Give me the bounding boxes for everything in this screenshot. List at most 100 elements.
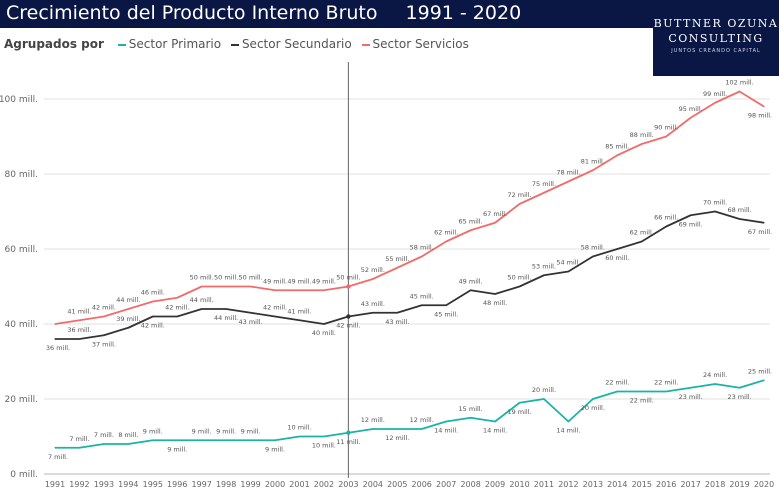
data-label-secundario: 43 mill. — [239, 318, 263, 326]
data-label-primario: 10 mill. — [287, 424, 311, 432]
data-label-servicios: 52 mill. — [361, 266, 385, 274]
company-logo: BUTTNER OZUNA CONSULTING JUNTOS CREANDO … — [653, 0, 779, 76]
legend-item-primario[interactable]: Sector Primario — [117, 37, 222, 51]
x-tick-label: 2010 — [509, 480, 529, 489]
legend-item-secundario[interactable]: Sector Secundario — [230, 37, 352, 51]
data-point-secundario — [201, 308, 203, 310]
data-point-secundario — [225, 308, 227, 310]
data-point-primario — [201, 439, 203, 441]
data-point-secundario — [665, 225, 667, 228]
data-label-primario: 14 mill. — [556, 427, 580, 435]
legend-label-servicios: Sector Servicios — [372, 37, 469, 51]
data-label-primario: 9 mill. — [167, 445, 187, 453]
legend-label-primario: Sector Primario — [128, 37, 222, 51]
data-label-primario: 12 mill. — [410, 416, 434, 424]
data-point-servicios — [323, 289, 325, 291]
data-label-servicios: 102 mill. — [725, 79, 753, 87]
data-label-secundario: 58 mill. — [581, 244, 605, 252]
y-tick-label: 0 mill. — [10, 470, 38, 480]
x-tick-label: 2017 — [680, 480, 700, 489]
data-point-primario — [494, 420, 496, 423]
data-point-servicios — [763, 105, 765, 108]
data-point-servicios — [421, 255, 423, 258]
data-point-secundario — [763, 222, 765, 224]
data-point-servicios — [738, 90, 741, 93]
data-label-primario: 7 mill. — [94, 431, 114, 439]
x-tick-label: 2008 — [460, 480, 480, 489]
data-point-secundario — [518, 285, 521, 288]
y-tick-label: 100 mill. — [0, 95, 38, 105]
data-label-servicios: 50 mill. — [336, 274, 360, 282]
data-point-secundario — [494, 293, 496, 295]
legend-swatch-primario — [117, 43, 126, 46]
data-point-primario — [78, 447, 81, 449]
legend-item-servicios[interactable]: Sector Servicios — [361, 37, 469, 51]
data-label-secundario: 44 mill. — [214, 314, 238, 322]
data-point-servicios — [225, 285, 227, 288]
data-label-servicios: 55 mill. — [385, 255, 409, 263]
x-tick-label: 1998 — [216, 480, 236, 489]
data-label-secundario: 42 mill. — [336, 322, 360, 330]
chart-legend: Agrupados por Sector Primario Sector Sec… — [4, 37, 469, 51]
x-tick-label: 2016 — [656, 480, 676, 489]
x-tick-label: 2018 — [705, 480, 725, 489]
data-point-servicios — [103, 315, 105, 318]
data-label-servicios: 46 mill. — [141, 289, 165, 297]
data-point-secundario — [176, 315, 178, 318]
data-label-secundario: 36 mill. — [46, 344, 70, 352]
data-label-secundario: 69 mill. — [679, 220, 703, 228]
data-label-secundario: 37 mill. — [92, 340, 116, 348]
data-point-servicios — [346, 284, 351, 289]
data-point-servicios — [592, 169, 594, 171]
data-point-servicios — [396, 267, 398, 269]
data-point-primario — [714, 383, 716, 385]
x-tick-label: 1993 — [94, 480, 114, 489]
data-label-primario: 7 mill. — [48, 453, 68, 461]
data-label-secundario: 54 mill. — [556, 259, 580, 267]
data-point-servicios — [543, 192, 545, 194]
y-tick-label: 60 mill. — [5, 245, 38, 255]
data-label-secundario: 41 mill. — [287, 307, 311, 315]
data-point-primario — [445, 420, 447, 423]
x-tick-label: 2009 — [485, 480, 505, 489]
data-label-servicios: 62 mill. — [434, 229, 458, 237]
data-label-primario: 20 mill. — [581, 404, 605, 412]
x-tick-label: 1992 — [69, 480, 89, 489]
data-point-primario — [665, 390, 667, 393]
x-tick-label: 2000 — [265, 480, 285, 489]
data-point-primario — [763, 379, 765, 381]
data-point-primario — [372, 428, 374, 430]
data-point-secundario — [103, 334, 105, 336]
x-tick-label: 1994 — [118, 480, 138, 489]
x-tick-label: 1991 — [45, 480, 65, 489]
data-label-servicios: 72 mill. — [507, 191, 531, 199]
title-text: Crecimiento del Producto Interno Bruto — [6, 2, 378, 24]
data-point-secundario — [54, 338, 56, 340]
data-point-secundario — [690, 214, 692, 216]
data-point-primario — [616, 390, 618, 393]
data-point-servicios — [372, 278, 374, 280]
data-label-primario: 22 mill. — [654, 379, 678, 387]
data-point-secundario — [152, 315, 154, 318]
data-point-secundario — [298, 319, 301, 321]
data-label-secundario: 60 mill. — [605, 254, 629, 262]
data-point-secundario — [445, 304, 447, 306]
data-label-primario: 14 mill. — [483, 427, 507, 435]
data-point-servicios — [249, 285, 252, 288]
data-point-servicios — [470, 229, 472, 231]
data-point-primario — [518, 402, 521, 404]
data-point-servicios — [274, 289, 276, 291]
data-label-servicios: 85 mill. — [605, 142, 629, 150]
data-label-primario: 8 mill. — [118, 431, 138, 439]
x-tick-label: 2006 — [412, 480, 432, 489]
data-point-primario — [421, 428, 423, 430]
x-tick-label: 2014 — [607, 480, 627, 489]
logo-line-1: BUTTNER OZUNA — [653, 17, 779, 30]
data-label-servicios: 75 mill. — [532, 180, 556, 188]
data-label-secundario: 36 mill. — [67, 326, 91, 334]
x-tick-label: 2019 — [729, 480, 749, 489]
data-label-primario: 9 mill. — [216, 427, 236, 435]
data-label-servicios: 50 mill. — [190, 274, 214, 282]
data-label-primario: 23 mill. — [679, 393, 703, 401]
